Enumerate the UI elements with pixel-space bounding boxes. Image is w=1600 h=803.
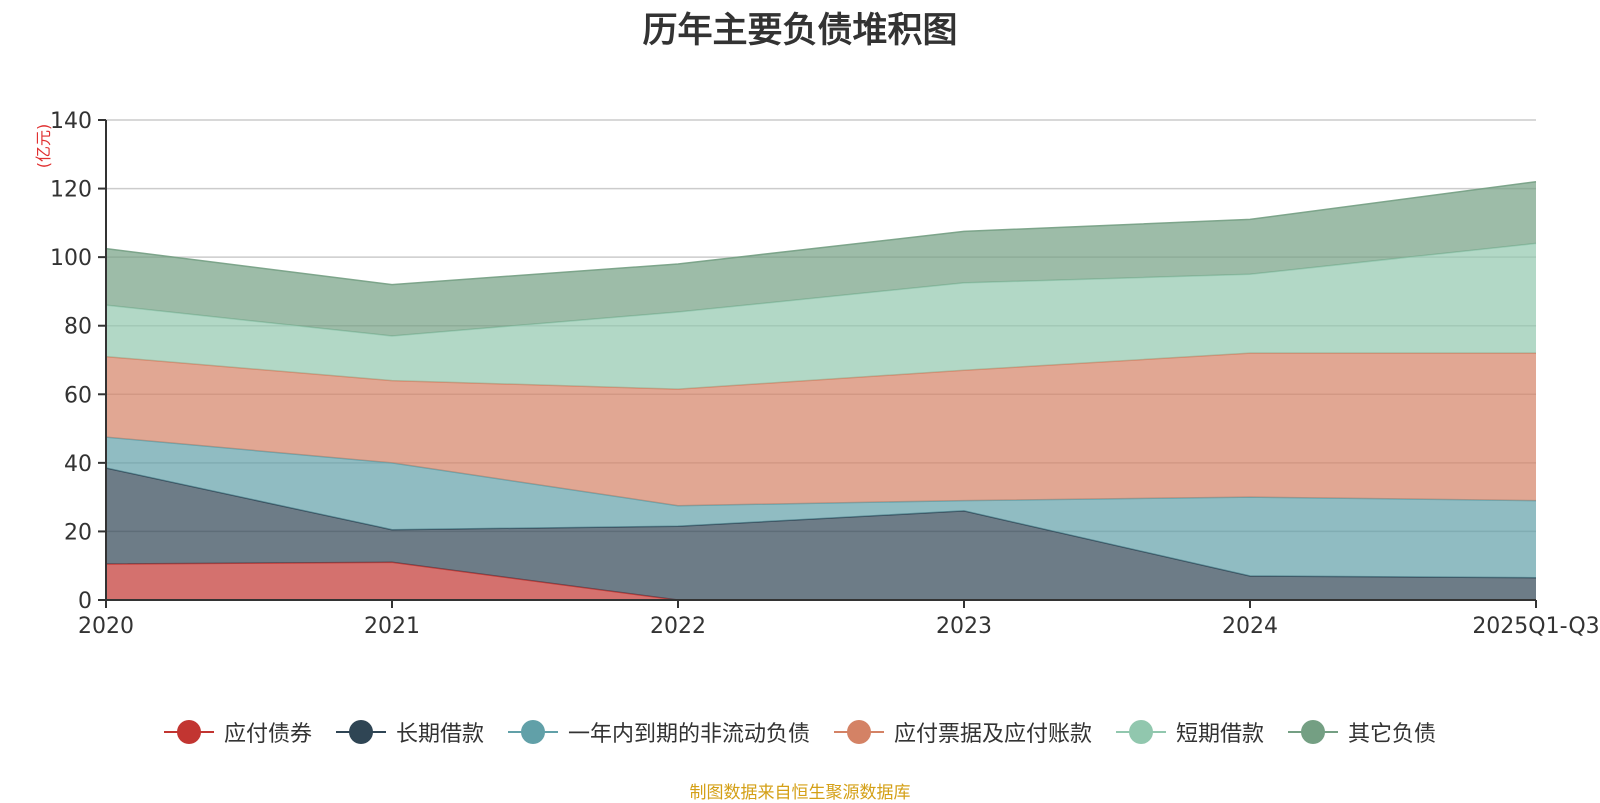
y-tick-label: 100 bbox=[50, 246, 92, 271]
legend-label: 短期借款 bbox=[1176, 722, 1265, 747]
legend-marker-icon bbox=[507, 720, 558, 744]
area-series-layer bbox=[105, 180, 1537, 601]
legend-label: 长期借款 bbox=[395, 722, 484, 747]
y-tick-label: 40 bbox=[64, 452, 92, 477]
area-4[interactable] bbox=[106, 353, 1536, 506]
area-edge-6 bbox=[105, 180, 1537, 286]
y-tick-label: 80 bbox=[64, 315, 92, 340]
area-3[interactable] bbox=[106, 437, 1536, 578]
legend-item-4[interactable]: 应付票据及应付账款 bbox=[834, 716, 1092, 748]
y-tick-label: 60 bbox=[64, 383, 92, 408]
y-axis-unit-label: (亿元) bbox=[34, 124, 53, 169]
legend-item-2[interactable]: 长期借款 bbox=[335, 716, 484, 748]
axes: 0 20 40 60 80 100 120 140 2020 2021 2022 2023 2024 20… bbox=[50, 109, 1600, 639]
chart-title: 历年主要负债堆积图 bbox=[642, 11, 958, 51]
legend-label: 应付票据及应付账款 bbox=[894, 722, 1093, 747]
legend-marker-icon bbox=[834, 720, 884, 744]
legend-item-3[interactable]: 一年内到期的非流动负债 bbox=[507, 716, 810, 748]
legend-item-5[interactable]: 短期借款 bbox=[1116, 716, 1264, 748]
x-tick-label: 2024 bbox=[1222, 614, 1278, 639]
legend-marker-icon bbox=[1288, 720, 1339, 744]
y-tick-label: 20 bbox=[64, 520, 92, 545]
x-tick-label: 2020 bbox=[78, 614, 134, 639]
legend-marker-icon bbox=[1116, 720, 1167, 744]
x-tick-label: 2025Q1-Q3 bbox=[1472, 614, 1599, 639]
legend-item-1[interactable]: 应付债券 bbox=[163, 716, 312, 748]
area-2[interactable] bbox=[106, 468, 1536, 600]
x-tick-label: 2023 bbox=[936, 614, 992, 639]
legend: 应付债券 长期借款 一年内到期的非流动负债 应付票据及应付账款 短期借款 其它负债 bbox=[0, 716, 1600, 748]
legend-label: 一年内到期的非流动负债 bbox=[567, 722, 810, 747]
legend-label: 应付债券 bbox=[223, 722, 312, 747]
source-note: 制图数据来自恒生聚源数据库 bbox=[689, 783, 911, 803]
x-tick-label: 2021 bbox=[364, 614, 420, 639]
legend-marker-icon bbox=[335, 720, 386, 744]
legend-marker-icon bbox=[163, 720, 214, 744]
x-tick-label: 2022 bbox=[650, 614, 706, 639]
area-1[interactable] bbox=[106, 562, 1536, 600]
legend-label: 其它负债 bbox=[1348, 722, 1437, 747]
y-tick-label: 140 bbox=[50, 109, 92, 134]
area-6[interactable] bbox=[106, 181, 1536, 336]
area-5[interactable] bbox=[106, 243, 1536, 390]
legend-item-6[interactable]: 其它负债 bbox=[1288, 716, 1436, 748]
y-tick-label: 120 bbox=[50, 178, 92, 203]
y-tick-label: 0 bbox=[78, 589, 92, 614]
